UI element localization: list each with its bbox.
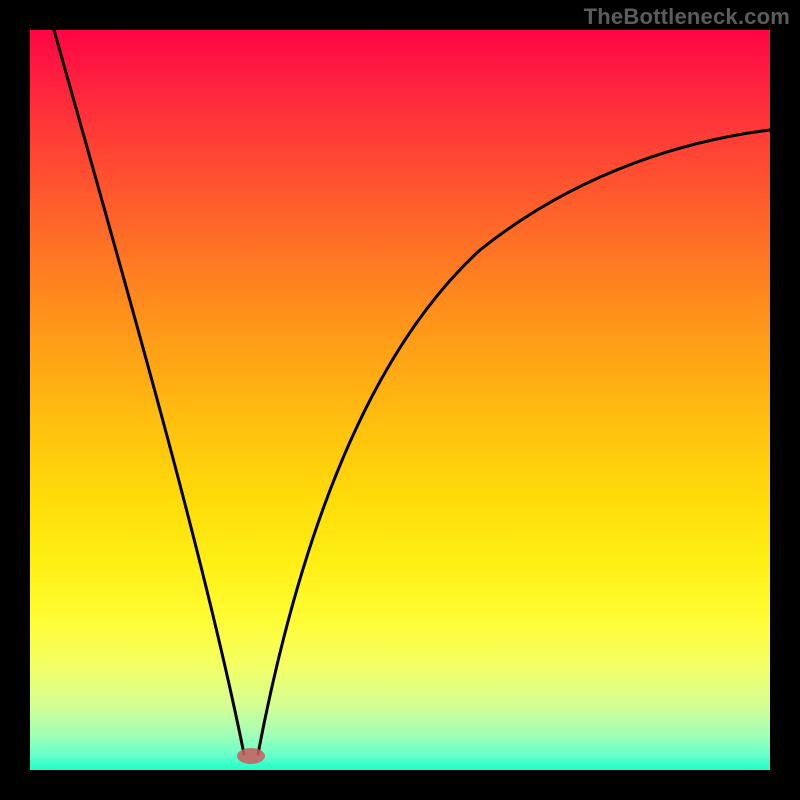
watermark-text: TheBottleneck.com [584, 4, 790, 30]
minimum-marker [237, 748, 265, 764]
plot-background [30, 30, 770, 770]
bottleneck-chart [0, 0, 800, 800]
chart-canvas: TheBottleneck.com [0, 0, 800, 800]
